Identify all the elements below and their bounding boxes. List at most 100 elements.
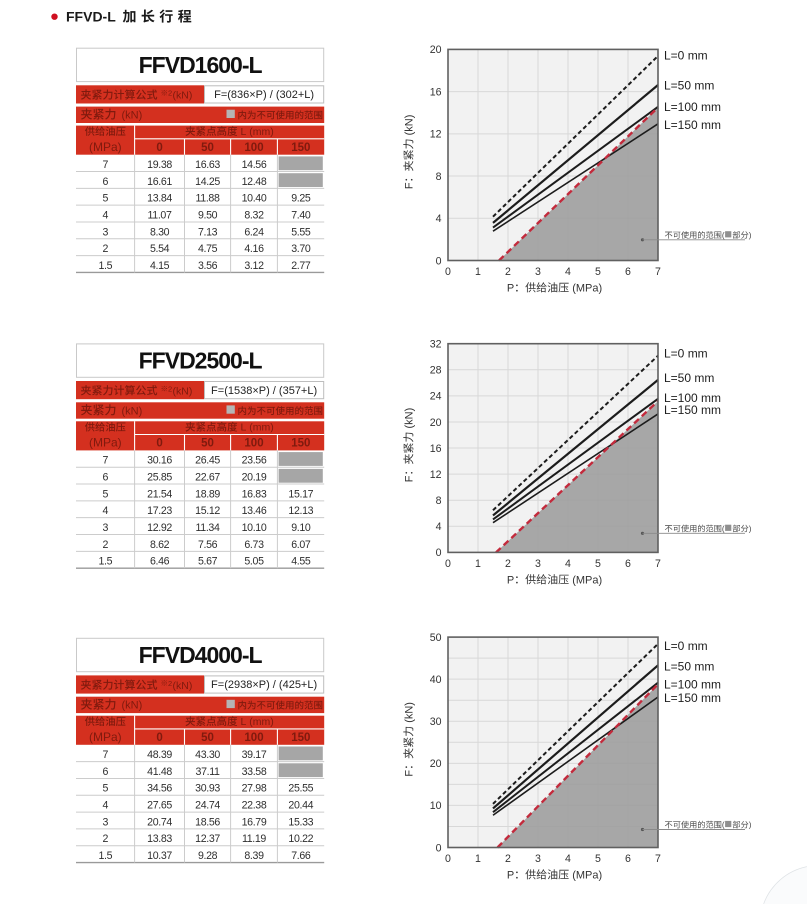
svg-text:40: 40 xyxy=(430,674,442,686)
svg-text:L=0 mm: L=0 mm xyxy=(664,639,708,653)
svg-text:9.50: 9.50 xyxy=(198,209,218,221)
svg-text:): ) xyxy=(749,231,752,240)
svg-text:5: 5 xyxy=(103,193,109,205)
svg-text:5: 5 xyxy=(103,488,109,500)
svg-text:5.05: 5.05 xyxy=(244,556,264,568)
svg-text:1: 1 xyxy=(475,266,481,278)
svg-text:25.85: 25.85 xyxy=(147,472,172,484)
svg-text:16.83: 16.83 xyxy=(242,488,267,500)
svg-text:(: ( xyxy=(722,231,725,240)
svg-text:2: 2 xyxy=(168,89,172,98)
svg-text:48.39: 48.39 xyxy=(147,749,172,761)
svg-text:2: 2 xyxy=(103,539,109,551)
svg-text:1.5: 1.5 xyxy=(98,850,112,862)
svg-text:L=150 mm: L=150 mm xyxy=(664,118,721,132)
svg-text:34.56: 34.56 xyxy=(147,783,172,795)
svg-text:3: 3 xyxy=(103,816,109,828)
svg-text:F=(836×P) / (302+L): F=(836×P) / (302+L) xyxy=(214,89,314,101)
svg-text:(MPa): (MPa) xyxy=(569,574,602,586)
svg-text:0: 0 xyxy=(436,255,442,267)
svg-text:25.55: 25.55 xyxy=(288,783,313,795)
svg-text:20.19: 20.19 xyxy=(242,472,267,484)
svg-text:17.23: 17.23 xyxy=(147,505,172,517)
svg-text:11.07: 11.07 xyxy=(148,209,172,221)
svg-text:F: F xyxy=(404,182,416,189)
svg-text:12.48: 12.48 xyxy=(242,176,267,188)
svg-text:(MPa): (MPa) xyxy=(89,730,122,744)
svg-text:3: 3 xyxy=(103,522,109,534)
svg-text:7.13: 7.13 xyxy=(198,226,218,238)
svg-text:8: 8 xyxy=(436,495,442,507)
svg-text:6: 6 xyxy=(103,766,109,778)
svg-text:FFVD1600-L: FFVD1600-L xyxy=(139,52,263,78)
svg-text:3: 3 xyxy=(103,226,109,238)
svg-text:6.46: 6.46 xyxy=(150,556,170,568)
svg-text:6: 6 xyxy=(103,472,109,484)
svg-text:(kN): (kN) xyxy=(173,90,193,102)
svg-text:0: 0 xyxy=(156,142,162,154)
svg-text:11.34: 11.34 xyxy=(196,522,220,534)
svg-text:5.54: 5.54 xyxy=(150,243,170,255)
svg-text:(kN): (kN) xyxy=(122,700,143,712)
svg-text:0: 0 xyxy=(156,732,162,744)
svg-text:0: 0 xyxy=(156,438,162,450)
svg-text:150: 150 xyxy=(291,438,310,450)
svg-text:2: 2 xyxy=(103,243,109,255)
svg-text:(kN): (kN) xyxy=(173,385,193,397)
svg-text:37.11: 37.11 xyxy=(196,766,220,778)
svg-text:1.5: 1.5 xyxy=(98,556,112,568)
svg-text:10: 10 xyxy=(430,800,442,812)
svg-text:7.40: 7.40 xyxy=(291,209,311,221)
svg-text:L=0 mm: L=0 mm xyxy=(664,346,708,360)
svg-text:26.45: 26.45 xyxy=(195,455,220,467)
svg-text:8.32: 8.32 xyxy=(244,209,264,221)
svg-text:20: 20 xyxy=(430,44,442,56)
svg-text:50: 50 xyxy=(201,438,214,450)
svg-text:8.30: 8.30 xyxy=(150,226,170,238)
svg-text:2: 2 xyxy=(505,853,511,865)
svg-text:10.22: 10.22 xyxy=(288,833,313,845)
svg-text:13.84: 13.84 xyxy=(147,193,172,205)
svg-text:2.77: 2.77 xyxy=(291,260,311,272)
svg-text:3: 3 xyxy=(535,853,541,865)
svg-text:18.56: 18.56 xyxy=(195,816,220,828)
svg-text:5: 5 xyxy=(595,853,601,865)
svg-text:1.5: 1.5 xyxy=(98,260,112,272)
svg-text:3: 3 xyxy=(535,558,541,570)
svg-text:13.83: 13.83 xyxy=(147,833,172,845)
svg-text:50: 50 xyxy=(430,632,442,644)
svg-text:41.48: 41.48 xyxy=(147,766,172,778)
svg-text:6.24: 6.24 xyxy=(244,226,264,238)
svg-text:L=100 mm: L=100 mm xyxy=(664,100,721,114)
svg-text:4: 4 xyxy=(103,505,109,517)
svg-text:4: 4 xyxy=(436,521,442,533)
svg-text:14.56: 14.56 xyxy=(242,159,267,171)
svg-text:15.12: 15.12 xyxy=(195,505,220,517)
svg-text:L=50 mm: L=50 mm xyxy=(664,371,714,385)
svg-text:4.75: 4.75 xyxy=(198,243,218,255)
svg-text:16.63: 16.63 xyxy=(195,159,220,171)
svg-text:0: 0 xyxy=(436,842,442,854)
svg-text:9.25: 9.25 xyxy=(291,193,311,205)
svg-text:5: 5 xyxy=(595,266,601,278)
svg-text:): ) xyxy=(749,821,752,830)
svg-text:7: 7 xyxy=(655,266,661,278)
svg-text:5.67: 5.67 xyxy=(198,556,218,568)
svg-text:FFVD-L: FFVD-L xyxy=(66,8,116,24)
svg-text:P: P xyxy=(507,574,514,586)
svg-text:F=(2938×P) / (425+L): F=(2938×P) / (425+L) xyxy=(211,679,317,691)
svg-text:7.66: 7.66 xyxy=(291,850,311,862)
svg-text:6: 6 xyxy=(103,176,109,188)
svg-text:24.74: 24.74 xyxy=(195,800,220,812)
svg-text:F=(1538×P) / (357+L): F=(1538×P) / (357+L) xyxy=(211,385,317,397)
svg-text:0: 0 xyxy=(445,558,451,570)
svg-text:F: F xyxy=(404,770,416,777)
svg-text:9.28: 9.28 xyxy=(198,850,218,862)
svg-text:4: 4 xyxy=(565,853,571,865)
svg-text:22.38: 22.38 xyxy=(242,800,267,812)
svg-text:13.46: 13.46 xyxy=(242,505,267,517)
svg-text:L=50 mm: L=50 mm xyxy=(664,660,714,674)
svg-text:6: 6 xyxy=(625,266,631,278)
svg-text:L=150 mm: L=150 mm xyxy=(664,403,721,417)
svg-text:L=50 mm: L=50 mm xyxy=(664,79,714,93)
